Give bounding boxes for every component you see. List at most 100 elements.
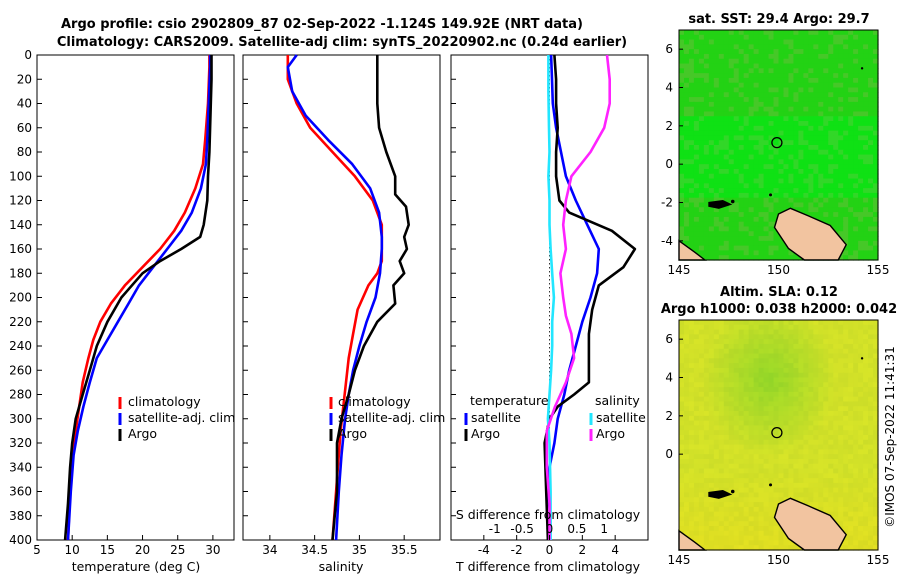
map-cell <box>828 396 834 403</box>
map-cell <box>693 334 700 340</box>
map-cell <box>803 382 809 388</box>
map-cell <box>679 58 685 65</box>
map-cell <box>708 473 715 479</box>
map-cell <box>818 502 824 508</box>
map-cell <box>763 30 770 36</box>
map-cell <box>773 487 780 494</box>
map-cell <box>813 487 819 494</box>
map-cell <box>788 406 795 412</box>
map-cell <box>858 154 864 160</box>
map-cell <box>758 130 765 137</box>
map-cell <box>778 68 785 74</box>
map-cell <box>683 444 690 450</box>
map-cell <box>698 106 705 113</box>
map-cell <box>723 526 730 532</box>
map-cell <box>758 363 765 369</box>
map-cell <box>873 377 879 383</box>
map-cell <box>753 159 760 165</box>
islet <box>769 483 773 487</box>
map-cell <box>693 367 700 374</box>
map-cell <box>723 77 730 84</box>
map-cell <box>753 358 760 364</box>
map-cell <box>723 449 730 455</box>
map-cell <box>698 145 705 151</box>
map-cell <box>713 439 720 446</box>
map-cell <box>728 435 735 441</box>
map-cell <box>768 387 775 393</box>
map-cell <box>853 140 859 146</box>
map-cell <box>863 454 869 460</box>
map-cell <box>778 116 785 122</box>
map-cell <box>853 521 859 527</box>
map-cell <box>683 526 690 532</box>
map-cell <box>713 497 720 503</box>
map-cell <box>848 87 854 93</box>
s-difference-xlabel: S difference from climatology <box>456 507 641 522</box>
map-cell <box>843 82 849 89</box>
map-cell <box>823 334 829 340</box>
map-cell <box>768 324 775 331</box>
map-cell <box>688 221 695 228</box>
map-cell <box>723 168 730 175</box>
map-cell <box>798 154 804 160</box>
map-cell <box>768 82 775 89</box>
map-cell <box>683 516 690 522</box>
map-cell <box>808 73 814 79</box>
map-cell <box>798 473 804 479</box>
map-cell <box>838 435 844 441</box>
map-cell <box>843 164 849 170</box>
map-cell <box>703 39 710 45</box>
map-cell <box>793 492 799 498</box>
map-cell <box>733 130 740 137</box>
map-cell <box>838 231 844 237</box>
map-cell <box>679 121 685 127</box>
map-cell <box>748 372 755 379</box>
map-cell <box>838 30 844 36</box>
map-cell <box>858 135 864 141</box>
map-cell <box>808 391 814 398</box>
map-cell <box>823 173 829 180</box>
map-cell <box>773 358 780 364</box>
map-cell <box>808 135 814 141</box>
map-cell <box>733 34 740 41</box>
map-cell <box>748 212 755 218</box>
map-cell <box>718 324 725 331</box>
map-cell <box>858 202 864 208</box>
map-cell <box>833 212 839 218</box>
map-cell <box>838 116 844 122</box>
map-cell <box>863 478 869 484</box>
map-cell <box>788 382 795 388</box>
map-cell <box>808 324 814 331</box>
map-cell <box>843 197 849 204</box>
map-cell <box>818 130 824 137</box>
map-cell <box>688 449 695 455</box>
map-cell <box>833 420 839 427</box>
map-cell <box>708 34 715 41</box>
map-cell <box>813 159 819 165</box>
map-cell <box>833 482 839 489</box>
map-cell <box>843 154 849 160</box>
map-cell <box>733 415 740 422</box>
map-cell <box>868 363 874 369</box>
map-cell <box>858 116 864 122</box>
map-cell <box>763 207 770 213</box>
map-cell <box>863 240 869 247</box>
map-cell <box>818 125 824 132</box>
map-cell <box>698 30 705 36</box>
map-cell <box>693 420 700 427</box>
map-cell <box>683 178 690 184</box>
map-cell <box>788 255 795 261</box>
map-cell <box>778 492 785 498</box>
map-cell <box>763 502 770 508</box>
map-cell <box>758 135 765 141</box>
map-cell <box>733 444 740 450</box>
map-cell <box>838 353 844 359</box>
map-cell <box>763 540 770 546</box>
map-cell <box>758 458 765 465</box>
map-cell <box>733 449 740 455</box>
map-cell <box>803 458 809 465</box>
map-cell <box>853 348 859 355</box>
map-cell <box>703 145 710 151</box>
map-cell <box>873 255 879 261</box>
map-cell <box>833 502 839 508</box>
